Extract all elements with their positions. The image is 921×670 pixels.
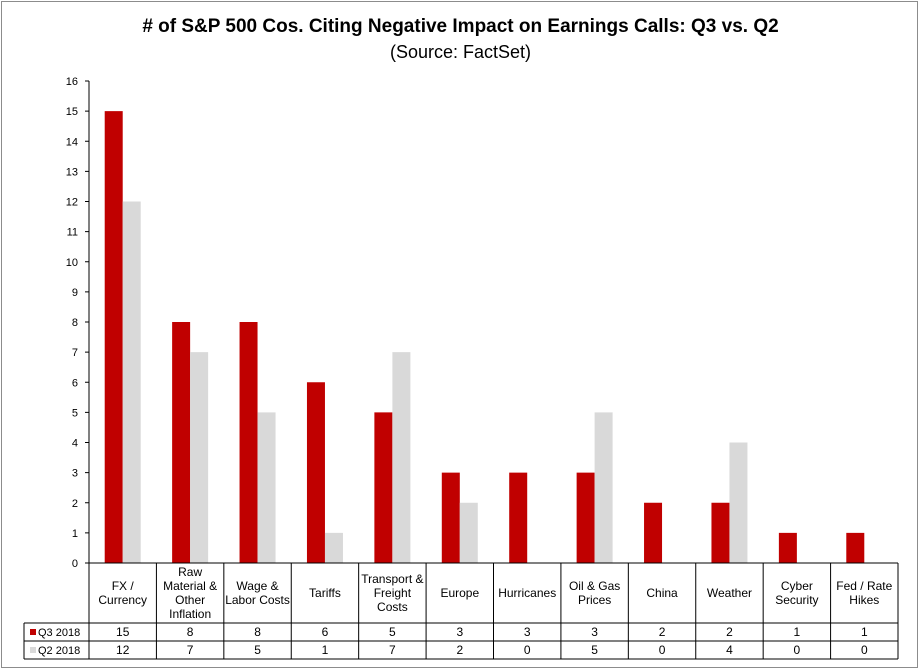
data-label: 6 xyxy=(322,625,329,639)
category-label: Inflation xyxy=(169,607,211,621)
y-tick-label: 3 xyxy=(72,468,78,480)
bar-q2 xyxy=(324,532,343,563)
data-label: 3 xyxy=(591,625,598,639)
bar-q3 xyxy=(711,502,730,563)
data-label: 8 xyxy=(187,625,194,639)
data-label: 3 xyxy=(456,625,463,639)
data-label: 5 xyxy=(389,625,396,639)
category-label: Other xyxy=(175,593,205,607)
y-tick-label: 16 xyxy=(66,76,78,88)
data-label: 0 xyxy=(524,643,531,657)
data-label: 4 xyxy=(726,643,733,657)
category-label: Cyber xyxy=(781,579,813,593)
y-tick-label: 7 xyxy=(72,347,78,359)
bar-q2 xyxy=(122,201,141,563)
data-label: 7 xyxy=(389,643,396,657)
category-label: Material & xyxy=(163,579,217,593)
bar-q3 xyxy=(846,532,865,563)
category-label: Currency xyxy=(98,593,147,607)
y-tick-label: 12 xyxy=(66,197,78,209)
bar-q3 xyxy=(778,532,797,563)
legend-label: Q2 2018 xyxy=(38,645,80,657)
data-label: 1 xyxy=(322,643,329,657)
category-label: Europe xyxy=(440,586,479,600)
bar-q3 xyxy=(509,472,528,563)
y-tick-label: 14 xyxy=(66,136,78,148)
category-label: China xyxy=(646,586,678,600)
category-label: Oil & Gas xyxy=(569,579,620,593)
data-label: 12 xyxy=(116,643,130,657)
data-label: 2 xyxy=(726,625,733,639)
data-label: 0 xyxy=(794,643,801,657)
category-label: Transport & xyxy=(361,572,423,586)
y-tick-label: 5 xyxy=(72,407,78,419)
data-label: 5 xyxy=(254,643,261,657)
chart-subtitle: (Source: FactSet) xyxy=(389,42,532,62)
bar-q3 xyxy=(374,412,393,563)
data-label: 5 xyxy=(591,643,598,657)
bar-q3 xyxy=(644,502,663,563)
category-label: Tariffs xyxy=(309,586,341,600)
category-label: Raw xyxy=(178,565,202,579)
category-label: FX / xyxy=(112,579,135,593)
data-label: 3 xyxy=(524,625,531,639)
legend-swatch-q2 xyxy=(30,647,36,653)
bar-q2 xyxy=(459,502,478,563)
legend-swatch-q3 xyxy=(30,629,36,635)
data-label: 7 xyxy=(187,643,194,657)
bar-q2 xyxy=(190,352,209,563)
category-label: Weather xyxy=(707,586,752,600)
data-label: 1 xyxy=(794,625,801,639)
y-tick-label: 6 xyxy=(72,377,78,389)
y-tick-label: 0 xyxy=(72,558,78,570)
bar-q3 xyxy=(104,111,123,563)
data-label: 2 xyxy=(456,643,463,657)
y-tick-label: 2 xyxy=(72,498,78,510)
data-label: 15 xyxy=(116,625,130,639)
bar-q2 xyxy=(257,412,276,563)
y-tick-label: 15 xyxy=(66,106,78,118)
category-label: Security xyxy=(775,593,818,607)
bar-q3 xyxy=(172,322,191,563)
bar-q3 xyxy=(306,382,325,563)
category-label: Hurricanes xyxy=(498,586,556,600)
category-label: Prices xyxy=(578,593,611,607)
y-tick-label: 13 xyxy=(66,166,78,178)
chart-title: # of S&P 500 Cos. Citing Negative Impact… xyxy=(142,16,779,37)
y-tick-label: 9 xyxy=(72,287,78,299)
data-label: 0 xyxy=(659,643,666,657)
y-tick-label: 4 xyxy=(72,438,78,450)
category-label: Freight xyxy=(374,586,412,600)
bar-q3 xyxy=(441,472,460,563)
y-tick-label: 11 xyxy=(67,227,78,239)
category-label: Costs xyxy=(377,600,408,614)
category-label: Fed / Rate xyxy=(836,579,892,593)
y-tick-label: 8 xyxy=(72,317,78,329)
y-tick-label: 1 xyxy=(72,528,78,540)
data-label: 8 xyxy=(254,625,261,639)
bar-q2 xyxy=(729,442,748,563)
bar-q2 xyxy=(594,412,613,563)
category-label: Hikes xyxy=(849,593,879,607)
bar-q3 xyxy=(576,472,595,563)
category-label: Wage & xyxy=(236,579,278,593)
y-tick-label: 10 xyxy=(66,257,78,269)
bar-q2 xyxy=(392,352,411,563)
data-label: 1 xyxy=(861,625,868,639)
data-label: 0 xyxy=(861,643,868,657)
legend-label: Q3 2018 xyxy=(38,627,80,639)
data-label: 2 xyxy=(659,625,666,639)
bar-q3 xyxy=(239,322,258,563)
category-label: Labor Costs xyxy=(225,593,290,607)
